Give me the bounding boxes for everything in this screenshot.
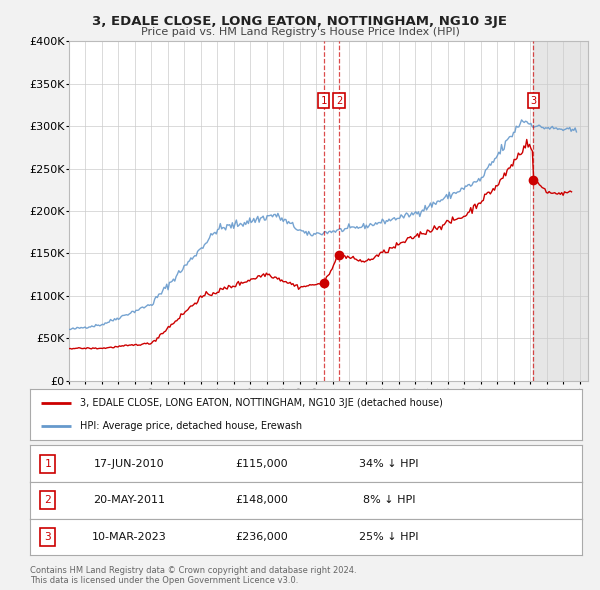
Text: 1: 1 xyxy=(320,96,327,106)
Text: 3, EDALE CLOSE, LONG EATON, NOTTINGHAM, NG10 3JE (detached house): 3, EDALE CLOSE, LONG EATON, NOTTINGHAM, … xyxy=(80,398,443,408)
Bar xyxy=(533,41,600,381)
Text: 2: 2 xyxy=(336,96,342,106)
Text: 1: 1 xyxy=(44,459,51,468)
Text: 34% ↓ HPI: 34% ↓ HPI xyxy=(359,459,419,468)
Text: HPI: Average price, detached house, Erewash: HPI: Average price, detached house, Erew… xyxy=(80,421,302,431)
Text: 8% ↓ HPI: 8% ↓ HPI xyxy=(362,496,415,505)
Text: 2: 2 xyxy=(44,496,51,505)
Text: 3: 3 xyxy=(530,96,536,106)
Text: 3: 3 xyxy=(44,532,51,542)
Text: £148,000: £148,000 xyxy=(235,496,288,505)
Text: £115,000: £115,000 xyxy=(236,459,288,468)
Text: Contains HM Land Registry data © Crown copyright and database right 2024.
This d: Contains HM Land Registry data © Crown c… xyxy=(30,566,356,585)
Text: 17-JUN-2010: 17-JUN-2010 xyxy=(94,459,164,468)
Text: 25% ↓ HPI: 25% ↓ HPI xyxy=(359,532,419,542)
Text: Price paid vs. HM Land Registry's House Price Index (HPI): Price paid vs. HM Land Registry's House … xyxy=(140,27,460,37)
Text: 20-MAY-2011: 20-MAY-2011 xyxy=(94,496,166,505)
Text: 10-MAR-2023: 10-MAR-2023 xyxy=(92,532,167,542)
Text: 3, EDALE CLOSE, LONG EATON, NOTTINGHAM, NG10 3JE: 3, EDALE CLOSE, LONG EATON, NOTTINGHAM, … xyxy=(92,15,508,28)
Text: £236,000: £236,000 xyxy=(235,532,288,542)
